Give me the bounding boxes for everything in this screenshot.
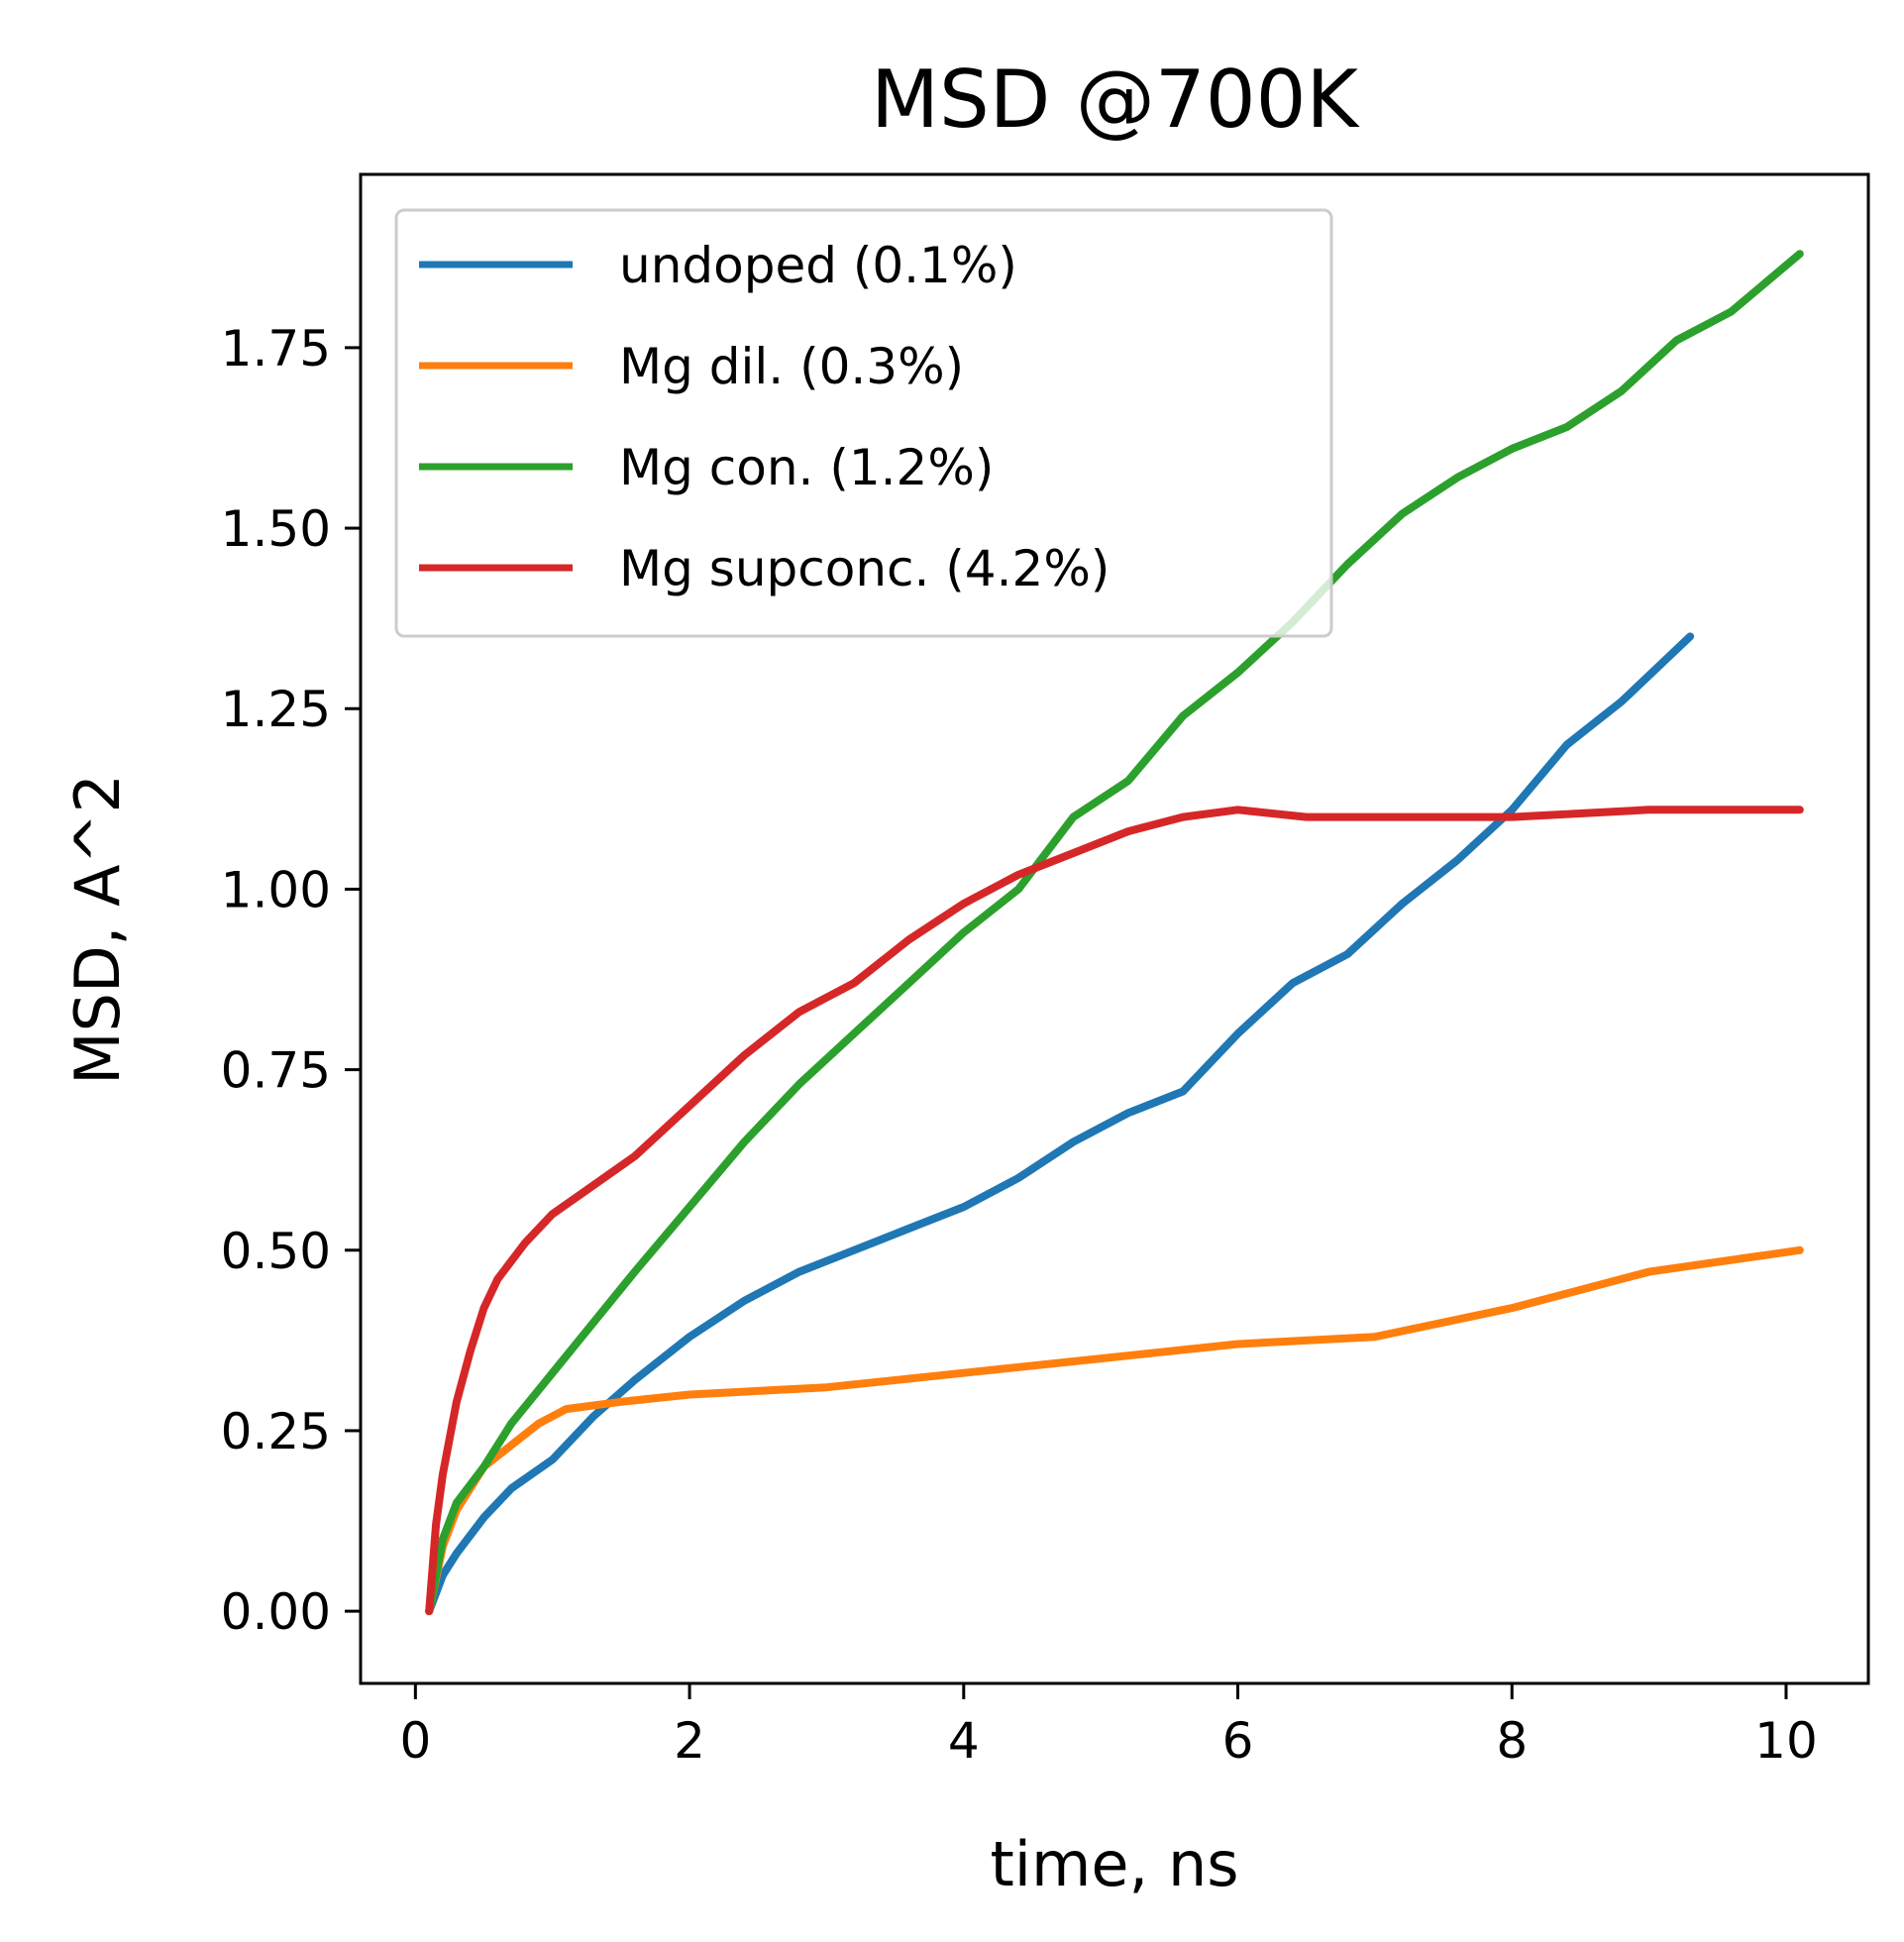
legend-label-3: Mg con. (1.2%) [619, 439, 994, 496]
y-axis-label: MSD, A^2 [61, 774, 134, 1085]
series-line-1 [425, 632, 1695, 1616]
y-tick-label: 0.25 [221, 1403, 331, 1460]
y-tick-label: 1.25 [221, 681, 331, 738]
y-tick-label: 1.75 [221, 320, 331, 378]
series-line-2 [425, 1245, 1804, 1616]
x-tick-label: 10 [1754, 1712, 1818, 1770]
y-tick-label: 0.75 [221, 1042, 331, 1100]
legend-label-4: Mg supconc. (4.2%) [619, 540, 1110, 597]
legend: undoped (0.1%) Mg dil. (0.3%) Mg con. (1.2… [394, 208, 1333, 638]
plot-area [425, 250, 1804, 1616]
legend-box [394, 208, 1333, 638]
plot-frame [359, 172, 1870, 1685]
legend-label-1: undoped (0.1%) [619, 237, 1017, 294]
x-tick-label: 6 [1222, 1712, 1254, 1770]
series-line-3 [425, 250, 1804, 1616]
legend-label-2: Mg dil. (0.3%) [619, 338, 964, 395]
chart-title: MSD @700K [871, 54, 1361, 146]
x-tick-label: 0 [399, 1712, 431, 1770]
x-axis-ticks: 0 2 4 6 8 10 [399, 1683, 1818, 1770]
x-axis-label: time, ns [990, 1828, 1238, 1900]
y-axis-ticks: 0.00 0.25 0.50 0.75 1.00 1.25 1.50 1.75 [221, 320, 361, 1641]
y-tick-label: 1.00 [221, 861, 331, 918]
y-tick-label: 0.00 [221, 1583, 331, 1641]
y-tick-label: 1.50 [221, 500, 331, 558]
x-tick-label: 4 [948, 1712, 980, 1770]
series-line-4 [425, 806, 1804, 1616]
x-tick-label: 2 [674, 1712, 705, 1770]
x-tick-label: 8 [1496, 1712, 1528, 1770]
y-tick-label: 0.50 [221, 1223, 331, 1280]
